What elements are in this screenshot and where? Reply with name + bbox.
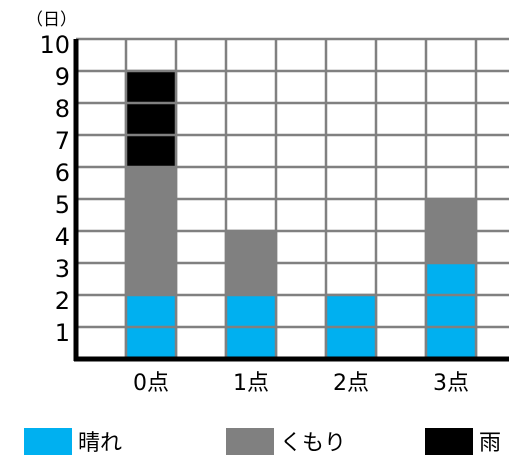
legend-label-rain: 雨 <box>479 431 502 456</box>
bar-segment-cloudy <box>126 263 176 295</box>
y-tick-label: 5 <box>55 191 70 219</box>
bar-segment-sunny <box>226 295 276 327</box>
y-tick-label: 1 <box>55 319 70 347</box>
y-tick-labels: 1 2 3 4 5 6 7 8 9 10 <box>39 31 70 347</box>
legend-swatch-cloudy <box>226 427 274 455</box>
bar-segment-rain <box>126 103 176 135</box>
y-tick-label: 9 <box>55 63 70 91</box>
x-tick-label: 2点 <box>333 371 369 396</box>
bar-segment-cloudy <box>226 263 276 295</box>
bar-segment-sunny <box>426 295 476 327</box>
y-tick-label: 3 <box>55 255 70 283</box>
y-tick-label: 2 <box>55 287 70 315</box>
x-tick-label: 3点 <box>433 371 469 396</box>
bar-segment-sunny <box>226 327 276 359</box>
legend-label-cloudy: くもり <box>280 431 347 456</box>
bar-segment-cloudy <box>226 231 276 263</box>
bar-segment-sunny <box>426 327 476 359</box>
bar-segment-cloudy <box>126 231 176 263</box>
bar-segment-cloudy <box>426 231 476 263</box>
bar-segment-sunny <box>326 327 376 359</box>
bar-segment-sunny <box>426 263 476 295</box>
bar-segment-sunny <box>126 295 176 327</box>
legend-item-rain: 雨 <box>425 426 501 456</box>
y-axis-unit-label: （日） <box>26 10 77 30</box>
bar-segment-cloudy <box>126 199 176 231</box>
bar-segment-rain <box>126 135 176 167</box>
legend-label-sunny: 晴れ <box>78 431 123 456</box>
y-tick-label: 6 <box>55 159 70 187</box>
y-tick-label: 4 <box>55 223 70 251</box>
legend-swatch-rain <box>425 427 473 455</box>
bar-segment-rain <box>126 71 176 103</box>
axes <box>73 39 509 362</box>
legend-item-sunny: 晴れ <box>24 426 122 456</box>
bar-segment-sunny <box>326 295 376 327</box>
legend-item-cloudy: くもり <box>226 426 346 456</box>
x-tick-labels: 0点 1点 2点 3点 <box>133 371 469 396</box>
bar-segment-sunny <box>126 327 176 359</box>
bar-segment-cloudy <box>426 199 476 231</box>
y-tick-label: 8 <box>55 95 70 123</box>
x-tick-label: 0点 <box>133 371 169 396</box>
y-tick-label: 7 <box>55 127 70 155</box>
legend-swatch-sunny <box>24 427 72 455</box>
y-tick-label: 10 <box>39 31 70 59</box>
bars <box>124 69 478 359</box>
x-tick-label: 1点 <box>233 371 269 396</box>
bar-segment-cloudy <box>126 167 176 199</box>
